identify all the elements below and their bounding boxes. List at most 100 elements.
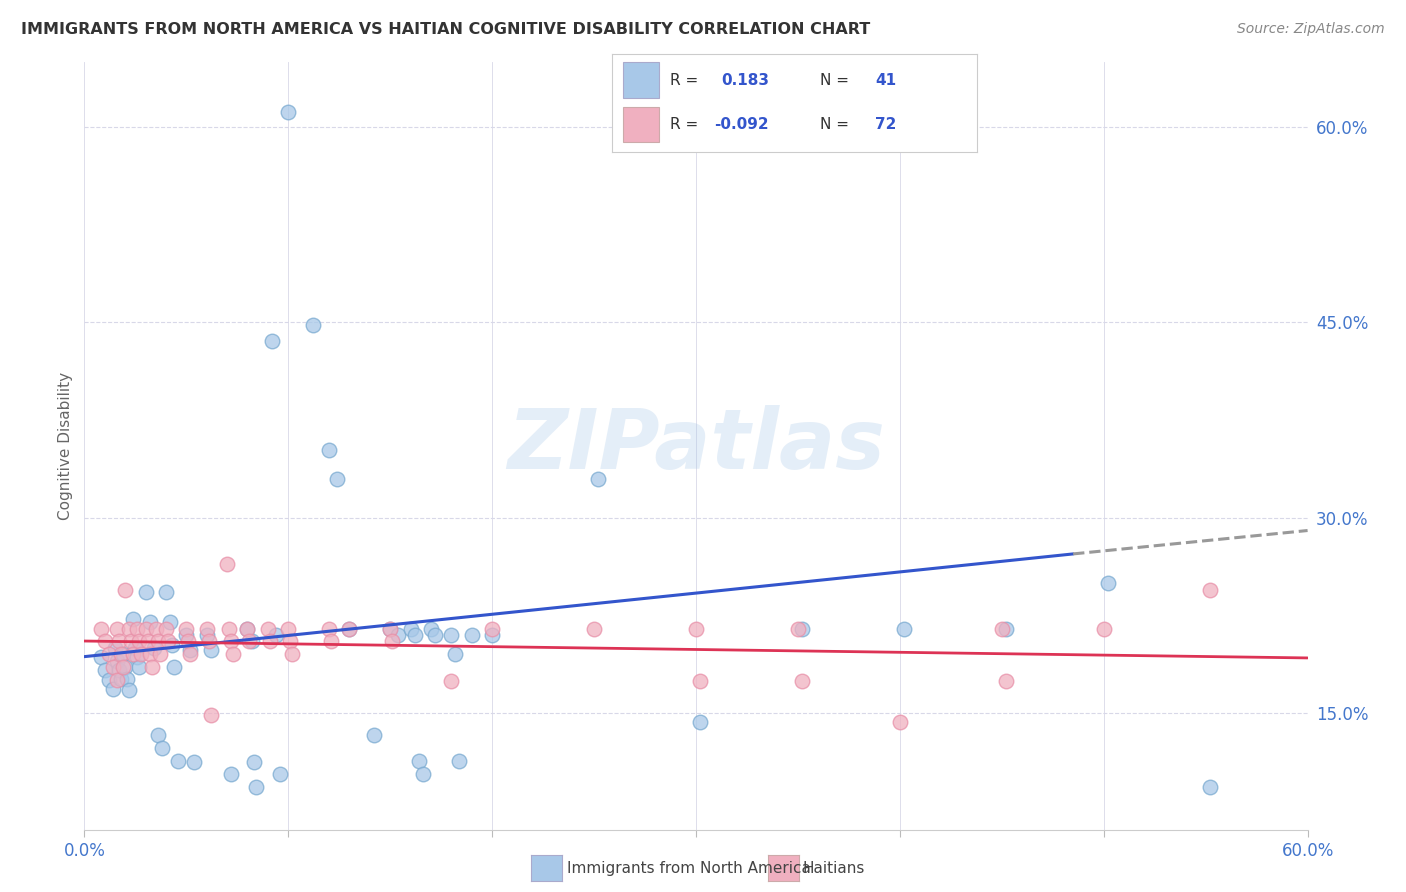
Point — [264, 627, 287, 641]
Point — [219, 766, 242, 780]
Point — [163, 660, 186, 674]
Text: R =: R = — [671, 117, 699, 132]
Point — [159, 615, 181, 629]
Point — [423, 627, 446, 641]
Point — [104, 640, 127, 655]
Point — [183, 755, 205, 769]
Point — [219, 634, 242, 648]
Text: 72: 72 — [875, 117, 896, 132]
Point — [412, 766, 434, 780]
Point — [387, 627, 409, 641]
Point — [277, 623, 299, 637]
Point — [236, 623, 259, 637]
Point — [105, 623, 128, 637]
Point — [685, 623, 707, 637]
Point — [586, 471, 609, 485]
Y-axis label: Cognitive Disability: Cognitive Disability — [58, 372, 73, 520]
Text: N =: N = — [820, 117, 849, 132]
Point — [339, 623, 361, 637]
Point — [218, 623, 240, 637]
Text: -0.092: -0.092 — [714, 117, 769, 132]
Point — [790, 674, 813, 689]
Point — [363, 728, 385, 742]
Point — [236, 623, 259, 637]
Point — [135, 584, 157, 599]
Point — [1092, 623, 1115, 637]
Point — [122, 647, 145, 661]
Point — [200, 708, 222, 723]
Point — [240, 634, 263, 648]
Point — [124, 640, 146, 655]
Point — [440, 674, 463, 689]
Point — [105, 654, 128, 668]
Point — [790, 623, 813, 637]
Point — [245, 780, 267, 794]
Point — [242, 755, 264, 769]
Point — [93, 663, 115, 677]
Point — [93, 634, 115, 648]
Point — [122, 612, 145, 626]
Point — [994, 674, 1017, 689]
Point — [128, 634, 150, 648]
Point — [127, 623, 149, 637]
Point — [118, 623, 141, 637]
Point — [893, 623, 915, 637]
Point — [195, 623, 218, 637]
Point — [269, 766, 291, 780]
Point — [105, 673, 128, 687]
Point — [146, 728, 169, 742]
Point — [145, 623, 167, 637]
Point — [380, 623, 402, 637]
Point — [108, 663, 131, 677]
Point — [318, 623, 340, 637]
Point — [408, 754, 430, 768]
Point — [440, 627, 463, 641]
Text: Immigrants from North America: Immigrants from North America — [567, 862, 810, 876]
Text: Haitians: Haitians — [803, 862, 865, 876]
Point — [101, 682, 124, 697]
Point — [155, 584, 177, 599]
Point — [318, 442, 340, 457]
Point — [481, 623, 503, 637]
Point — [97, 647, 120, 661]
Text: IMMIGRANTS FROM NORTH AMERICA VS HAITIAN COGNITIVE DISABILITY CORRELATION CHART: IMMIGRANTS FROM NORTH AMERICA VS HAITIAN… — [21, 22, 870, 37]
Text: ZIPatlas: ZIPatlas — [508, 406, 884, 486]
Point — [449, 754, 471, 768]
Point — [889, 714, 911, 729]
Point — [197, 634, 219, 648]
Point — [481, 627, 503, 641]
Point — [1097, 575, 1119, 590]
Point — [167, 754, 190, 768]
Point — [112, 660, 135, 674]
Point — [114, 583, 136, 598]
Point — [994, 623, 1017, 637]
Point — [179, 643, 201, 657]
Text: 0.183: 0.183 — [721, 72, 769, 87]
Point — [420, 623, 443, 637]
Point — [174, 627, 197, 641]
Point — [461, 627, 484, 641]
Point — [195, 627, 218, 641]
Point — [381, 634, 404, 648]
Point — [380, 623, 402, 637]
Point — [138, 615, 160, 629]
Text: 41: 41 — [875, 72, 896, 87]
Text: R =: R = — [671, 72, 699, 87]
Point — [179, 647, 201, 661]
Point — [177, 634, 200, 648]
Point — [138, 647, 160, 661]
Point — [155, 623, 177, 637]
Point — [991, 623, 1014, 637]
Point — [301, 318, 323, 332]
Point — [135, 623, 157, 637]
Point — [278, 634, 301, 648]
Point — [319, 634, 342, 648]
Point — [120, 634, 142, 648]
Point — [326, 471, 349, 485]
Point — [1198, 780, 1220, 794]
Point — [136, 634, 159, 648]
Point — [260, 334, 283, 348]
Point — [97, 673, 120, 687]
Point — [174, 623, 197, 637]
Point — [90, 623, 112, 637]
